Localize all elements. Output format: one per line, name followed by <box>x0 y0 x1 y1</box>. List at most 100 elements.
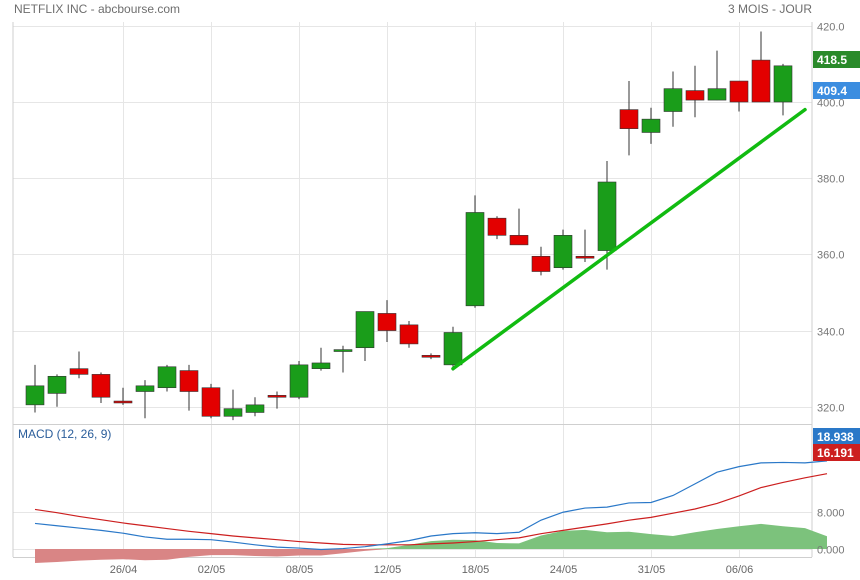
candle <box>553 229 573 270</box>
candle <box>707 50 727 101</box>
candle-body <box>421 355 441 358</box>
candle <box>245 397 265 417</box>
candle-body <box>663 88 683 112</box>
candle-body <box>267 395 287 398</box>
candle-body <box>443 332 463 366</box>
macd-value-label: 18.938 <box>817 430 854 444</box>
candle <box>25 364 45 413</box>
trendline <box>451 107 807 371</box>
candle <box>113 387 133 405</box>
signal-value-badge <box>813 444 860 461</box>
candle <box>597 161 617 270</box>
candle-body <box>311 362 331 369</box>
last-price-badge <box>813 82 860 99</box>
candle <box>223 389 243 421</box>
candle <box>399 321 419 348</box>
candle-body <box>465 212 485 307</box>
candle <box>487 216 507 240</box>
candle-body <box>179 370 199 392</box>
macd-value-badge <box>813 428 860 445</box>
candle-body <box>289 364 309 398</box>
candle-body <box>69 368 89 375</box>
candle-body <box>47 375 67 394</box>
candle-body <box>531 255 551 272</box>
high-price-label: 418.5 <box>817 53 847 67</box>
candle-body <box>487 217 507 236</box>
histogram-negative-area <box>35 549 827 563</box>
candle-body <box>641 118 661 133</box>
date-tick-label: 24/05 <box>550 564 578 576</box>
candle-body <box>729 80 749 103</box>
date-axis: 26/04 02/05 08/05 12/05 18/05 24/05 31/05 06/06 <box>110 564 754 576</box>
price-grid <box>13 22 812 557</box>
candlestick-series <box>25 31 793 421</box>
candle <box>443 326 463 371</box>
price-tick-label: 420.0 <box>817 22 845 34</box>
candle <box>619 81 639 156</box>
candle-body <box>707 88 727 101</box>
candle <box>91 372 111 403</box>
date-tick-label: 06/06 <box>726 564 754 576</box>
date-tick-label: 18/05 <box>462 564 490 576</box>
signal-value-label: 16.191 <box>817 446 854 460</box>
candle <box>685 65 705 118</box>
candle-body <box>157 366 177 389</box>
candle-body <box>113 400 133 404</box>
candle <box>421 353 441 360</box>
chart-title: NETFLIX INC - abcbourse.com <box>14 2 181 16</box>
candle-body <box>223 408 243 417</box>
candle-body <box>575 255 595 259</box>
candle <box>531 246 551 276</box>
candle-body <box>333 349 353 352</box>
candle-body <box>399 324 419 345</box>
date-tick-label: 02/05 <box>198 564 226 576</box>
candle-body <box>355 311 375 349</box>
candle-body <box>245 404 265 413</box>
price-tick-label: 320.0 <box>817 403 845 415</box>
candle-body <box>597 181 617 251</box>
price-tick-label: 340.0 <box>817 327 845 339</box>
date-tick-label: 31/05 <box>638 564 666 576</box>
signal-line <box>34 473 828 546</box>
candle <box>69 351 89 379</box>
high-price-badge <box>813 51 860 68</box>
candle-body <box>135 385 155 392</box>
candle <box>289 361 309 400</box>
price-tick-label: 400.0 <box>817 98 845 110</box>
candle-body <box>619 109 639 129</box>
candle <box>465 195 485 308</box>
candle <box>663 71 683 127</box>
macd-tick-label: 0.000 <box>817 545 845 557</box>
candle-body <box>685 90 705 101</box>
macd-histogram <box>35 523 827 563</box>
price-axis: 320.0 340.0 360.0 380.0 400.0 420.0 <box>817 22 845 415</box>
candle <box>333 345 353 373</box>
price-tick-label: 360.0 <box>817 250 845 262</box>
last-price-label: 409.4 <box>817 84 847 98</box>
period-label: 3 MOIS - JOUR <box>727 2 812 16</box>
date-tick-label: 08/05 <box>286 564 314 576</box>
candle <box>773 63 793 116</box>
candle <box>47 374 67 407</box>
macd-axis: 0.000 8.000 <box>817 508 845 557</box>
candle <box>355 311 375 362</box>
candle-body <box>25 385 45 406</box>
candle <box>575 229 595 262</box>
candle <box>509 208 529 246</box>
price-tick-label: 380.0 <box>817 174 845 186</box>
candle <box>311 347 331 371</box>
macd-title: MACD (12, 26, 9) <box>18 427 111 441</box>
macd-tick-label: 8.000 <box>817 508 845 520</box>
candle <box>201 383 221 419</box>
date-tick-label: 26/04 <box>110 564 138 576</box>
candle <box>751 31 771 103</box>
candle <box>641 107 661 144</box>
candle <box>135 380 155 419</box>
candle-body <box>91 374 111 398</box>
macd-line <box>34 460 828 551</box>
candle-body <box>751 59 771 103</box>
candle <box>377 300 397 342</box>
candle-body <box>201 387 221 417</box>
